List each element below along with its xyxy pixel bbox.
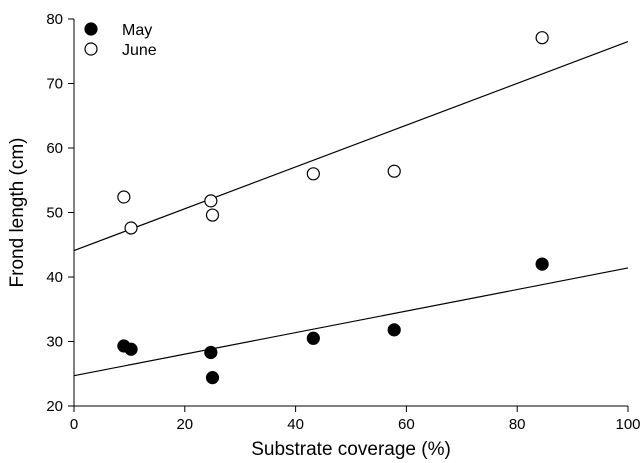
x-axis-ticks: 0 20 40 60 80 100 bbox=[70, 406, 641, 433]
june-point bbox=[117, 190, 131, 204]
y-tick-label: 50 bbox=[46, 205, 63, 222]
may-point bbox=[205, 371, 220, 385]
june-point bbox=[306, 167, 320, 181]
legend-label-may: May bbox=[122, 22, 152, 39]
may-point bbox=[204, 345, 218, 360]
legend-label-june: June bbox=[122, 42, 157, 59]
june-trendline bbox=[73, 41, 629, 252]
june-point bbox=[387, 164, 401, 178]
y-tick-label: 40 bbox=[46, 269, 63, 286]
y-tick-label: 20 bbox=[46, 398, 63, 415]
x-tick-label: 40 bbox=[287, 416, 304, 433]
june-point bbox=[204, 194, 218, 208]
june-point bbox=[205, 208, 220, 222]
may-point bbox=[306, 331, 320, 345]
june-point bbox=[124, 221, 138, 235]
legend-marker-june bbox=[84, 42, 98, 56]
legend: May June bbox=[84, 22, 157, 59]
may-point bbox=[387, 323, 401, 337]
y-tick-label: 30 bbox=[46, 334, 63, 351]
x-tick-label: 80 bbox=[509, 416, 526, 433]
may-point bbox=[535, 257, 549, 271]
june-point bbox=[535, 31, 549, 45]
legend-marker-may bbox=[84, 22, 98, 36]
y-tick-label: 60 bbox=[46, 140, 63, 157]
x-tick-label: 100 bbox=[615, 416, 640, 433]
y-tick-label: 80 bbox=[46, 11, 63, 28]
y-axis-ticks: 20 30 40 50 60 70 80 bbox=[46, 11, 74, 415]
y-tick-label: 70 bbox=[46, 76, 63, 93]
x-tick-label: 20 bbox=[176, 416, 193, 433]
may-trendline bbox=[73, 267, 629, 377]
plot-area bbox=[73, 31, 629, 385]
may-point bbox=[124, 342, 138, 356]
axes bbox=[73, 19, 628, 407]
x-axis-label: Substrate coverage (%) bbox=[251, 439, 451, 460]
y-axis-label: Frond length (cm) bbox=[7, 138, 28, 288]
x-tick-label: 60 bbox=[398, 416, 415, 433]
x-tick-label: 0 bbox=[70, 416, 78, 433]
